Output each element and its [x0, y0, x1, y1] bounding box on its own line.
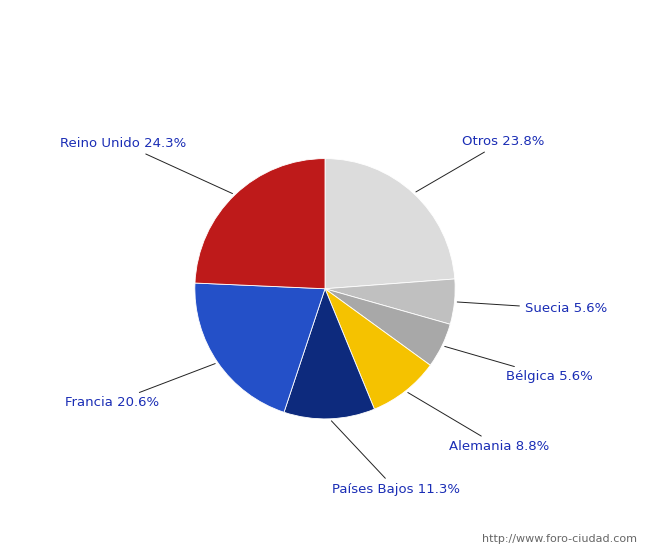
Wedge shape	[325, 158, 455, 289]
Wedge shape	[325, 289, 450, 365]
Text: Otros 23.8%: Otros 23.8%	[416, 135, 544, 192]
Text: Países Bajos 11.3%: Países Bajos 11.3%	[332, 421, 460, 496]
Text: Francia 20.6%: Francia 20.6%	[66, 364, 215, 409]
Text: http://www.foro-ciudad.com: http://www.foro-ciudad.com	[482, 535, 637, 544]
Text: Reino Unido 24.3%: Reino Unido 24.3%	[60, 137, 233, 194]
Wedge shape	[284, 289, 374, 419]
Text: Cehegín  -  Turistas extranjeros según país  -  Agosto de 2024: Cehegín - Turistas extranjeros según paí…	[57, 14, 593, 32]
Text: Alemania 8.8%: Alemania 8.8%	[408, 393, 549, 453]
Wedge shape	[325, 279, 455, 324]
Wedge shape	[195, 158, 325, 289]
Wedge shape	[195, 283, 325, 412]
Text: Bélgica 5.6%: Bélgica 5.6%	[445, 346, 593, 383]
Wedge shape	[325, 289, 430, 409]
Text: Suecia 5.6%: Suecia 5.6%	[457, 302, 607, 315]
